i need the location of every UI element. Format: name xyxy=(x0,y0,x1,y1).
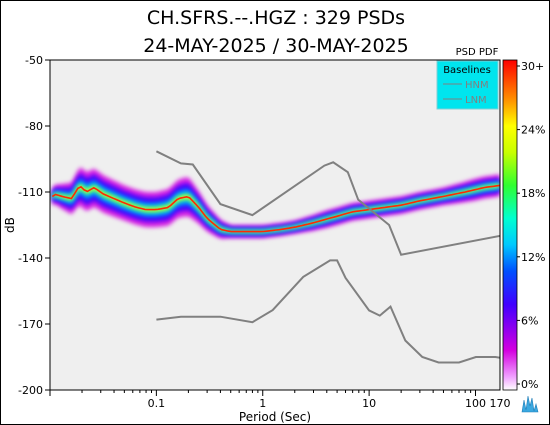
density-ridge xyxy=(51,184,500,233)
colorbar-tick-label: 30+ xyxy=(521,60,544,73)
legend-box xyxy=(436,60,499,110)
colorbar-tick-label: 24% xyxy=(521,124,545,137)
colorbar xyxy=(502,59,518,391)
x-tick-label: 10 xyxy=(362,397,376,410)
legend-lnm-label: LNM xyxy=(465,95,487,106)
chart-subtitle: 24-MAY-2025 / 30-MAY-2025 xyxy=(143,35,409,57)
x-tick-label: 170 xyxy=(490,397,511,410)
baselines-legend: Baselines HNM LNM xyxy=(436,60,499,110)
density-band-low xyxy=(52,167,500,239)
x-tick-label: 0.1 xyxy=(148,397,166,410)
axes: -50 -80 -110 -140 -170 -200 0.1 1 10 100 170 Period… xyxy=(3,54,511,424)
y-tick-label: -170 xyxy=(18,318,43,331)
legend-hnm-label: HNM xyxy=(465,80,489,91)
colorbar-tick-label: 18% xyxy=(521,187,545,200)
logo-icon xyxy=(521,395,539,413)
y-tick-label: -140 xyxy=(18,252,43,265)
y-axis-label: dB xyxy=(3,217,17,233)
legend-title: Baselines xyxy=(443,65,491,76)
baseline-curves xyxy=(155,150,500,364)
x-tick-label: 100 xyxy=(465,397,486,410)
x-axis-label: Period (Sec) xyxy=(239,410,311,424)
hnm-curve xyxy=(155,150,500,256)
colorbar-ticks: 30+ 24% 18% 12% 6% 0% xyxy=(517,60,545,391)
colorbar-title: PSD PDF xyxy=(456,47,499,58)
y-tick-label: -110 xyxy=(18,186,43,199)
chart-title: CH.SFRS.--.HGZ : 329 PSDs xyxy=(146,7,406,29)
colorbar-tick-label: 12% xyxy=(521,251,545,264)
plot-border xyxy=(49,59,501,391)
y-tick-label: -50 xyxy=(25,54,43,67)
y-tick-label: -80 xyxy=(25,120,43,133)
colorbar-tick-label: 0% xyxy=(521,378,538,391)
psd-density-heatmap xyxy=(51,167,500,239)
x-tick-label: 1 xyxy=(259,397,266,410)
lnm-curve xyxy=(156,259,500,364)
colorbar-tick-label: 6% xyxy=(521,314,538,327)
density-band-mid-low xyxy=(52,173,500,237)
y-tick-label: -200 xyxy=(18,384,43,397)
